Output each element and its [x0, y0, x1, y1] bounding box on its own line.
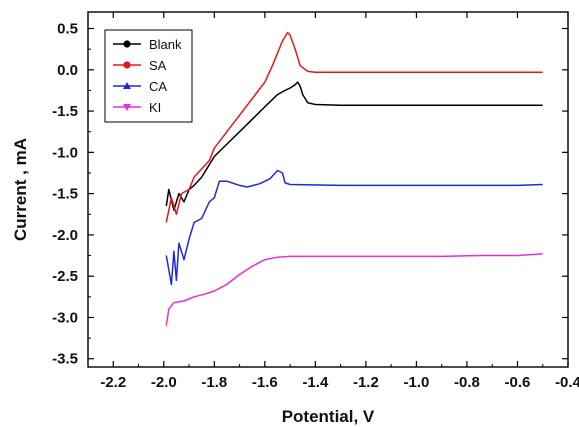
x-tick-label: -0.4	[555, 374, 579, 391]
y-tick-label: -2.5	[52, 268, 78, 285]
series-line-ca	[165, 169, 543, 286]
legend-marker-sa	[123, 61, 131, 69]
x-tick-label: -2.2	[100, 374, 126, 391]
series-line-sa	[165, 31, 543, 223]
x-tick-label: -1.4	[302, 374, 329, 391]
x-tick-label: -0.8	[454, 374, 480, 391]
x-tick-label: -1.8	[201, 374, 227, 391]
x-tick-label: -1.2	[353, 374, 379, 391]
legend-marker-ki	[123, 104, 131, 111]
y-tick-label: -1.5	[52, 186, 78, 203]
y-tick-label: -3.5	[52, 351, 78, 368]
y-tick-label: -3.0	[52, 309, 78, 326]
legend-label-sa: SA	[149, 58, 167, 73]
x-tick-label: -0.6	[505, 374, 531, 391]
plot-frame	[87, 11, 569, 368]
y-tick-label: 0.0	[57, 62, 78, 79]
x-tick-label: -1.0	[403, 374, 429, 391]
series-line-ki	[165, 253, 543, 326]
legend: Blank SA CA KI	[104, 29, 193, 123]
x-tick-label: -1.6	[252, 374, 278, 391]
x-axis-title: Potential, V	[282, 407, 375, 426]
legend-marker-ca	[123, 82, 131, 89]
y-tick-label: 0.5	[57, 21, 78, 38]
y-axis-title: Current , mA	[11, 138, 30, 241]
series-line-blank	[165, 81, 543, 211]
legend-label-blank: Blank	[149, 37, 182, 52]
legend-label-ca: CA	[149, 79, 167, 94]
y-tick-label: -1.5	[52, 103, 78, 120]
series-layer	[165, 31, 543, 326]
legend-marker-blank	[123, 40, 131, 48]
y-tick-label: -2.0	[52, 227, 78, 244]
y-tick-label: -1.0	[52, 144, 78, 161]
x-tick-label: -2.0	[151, 374, 177, 391]
axes: -2.2 -2.0 -1.8 -1.6 -1.4 -1.2 -1.0 -0.8 -0.6 -0.4…	[52, 11, 579, 391]
legend-label-ki: KI	[149, 100, 161, 115]
